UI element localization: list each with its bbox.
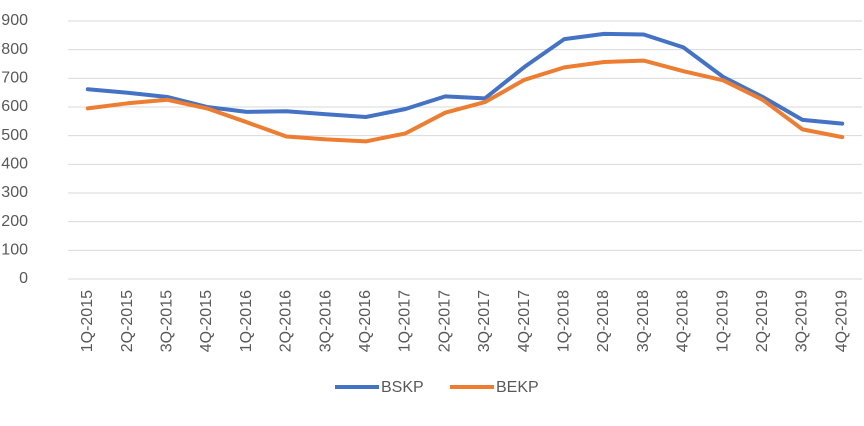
x-tick-label: 1Q-2017 <box>397 290 414 352</box>
series-line <box>85 31 845 126</box>
y-tick-label: 900 <box>1 12 28 29</box>
y-tick-label: 700 <box>1 70 28 87</box>
x-tick-label: 1Q-2018 <box>555 290 572 352</box>
y-tick-label: 600 <box>1 98 28 115</box>
x-tick-label: 4Q-2016 <box>357 290 374 352</box>
x-tick-label: 4Q-2015 <box>198 290 215 352</box>
legend-label: BSKP <box>381 379 424 396</box>
x-tick-label: 4Q-2017 <box>516 290 533 352</box>
y-tick-label: 100 <box>1 242 28 259</box>
y-tick-label: 0 <box>19 270 28 287</box>
x-tick-label: 3Q-2015 <box>158 290 175 352</box>
x-tick-label: 3Q-2018 <box>635 290 652 352</box>
y-tick-label: 300 <box>1 184 28 201</box>
series-line <box>85 58 845 144</box>
y-tick-label: 400 <box>1 156 28 173</box>
x-tick-label: 3Q-2019 <box>794 290 811 352</box>
x-tick-label: 2Q-2019 <box>754 290 771 352</box>
legend-label: BEKP <box>496 379 539 396</box>
x-tick-label: 1Q-2015 <box>79 290 96 352</box>
y-tick-label: 800 <box>1 41 28 58</box>
x-tick-label: 3Q-2016 <box>317 290 334 352</box>
y-tick-label: 200 <box>1 213 28 230</box>
x-tick-label: 4Q-2019 <box>833 290 850 352</box>
x-tick-label: 2Q-2015 <box>119 290 136 352</box>
x-tick-label: 1Q-2016 <box>238 290 255 352</box>
x-tick-label: 2Q-2017 <box>436 290 453 352</box>
x-tick-label: 1Q-2019 <box>714 290 731 352</box>
x-tick-label: 3Q-2017 <box>476 290 493 352</box>
y-tick-label: 500 <box>1 127 28 144</box>
x-tick-label: 2Q-2016 <box>278 290 295 352</box>
x-tick-label: 2Q-2018 <box>595 290 612 352</box>
x-tick-label: 4Q-2018 <box>675 290 692 352</box>
